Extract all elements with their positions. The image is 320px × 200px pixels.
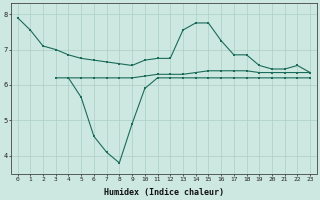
X-axis label: Humidex (Indice chaleur): Humidex (Indice chaleur) [104,188,224,197]
